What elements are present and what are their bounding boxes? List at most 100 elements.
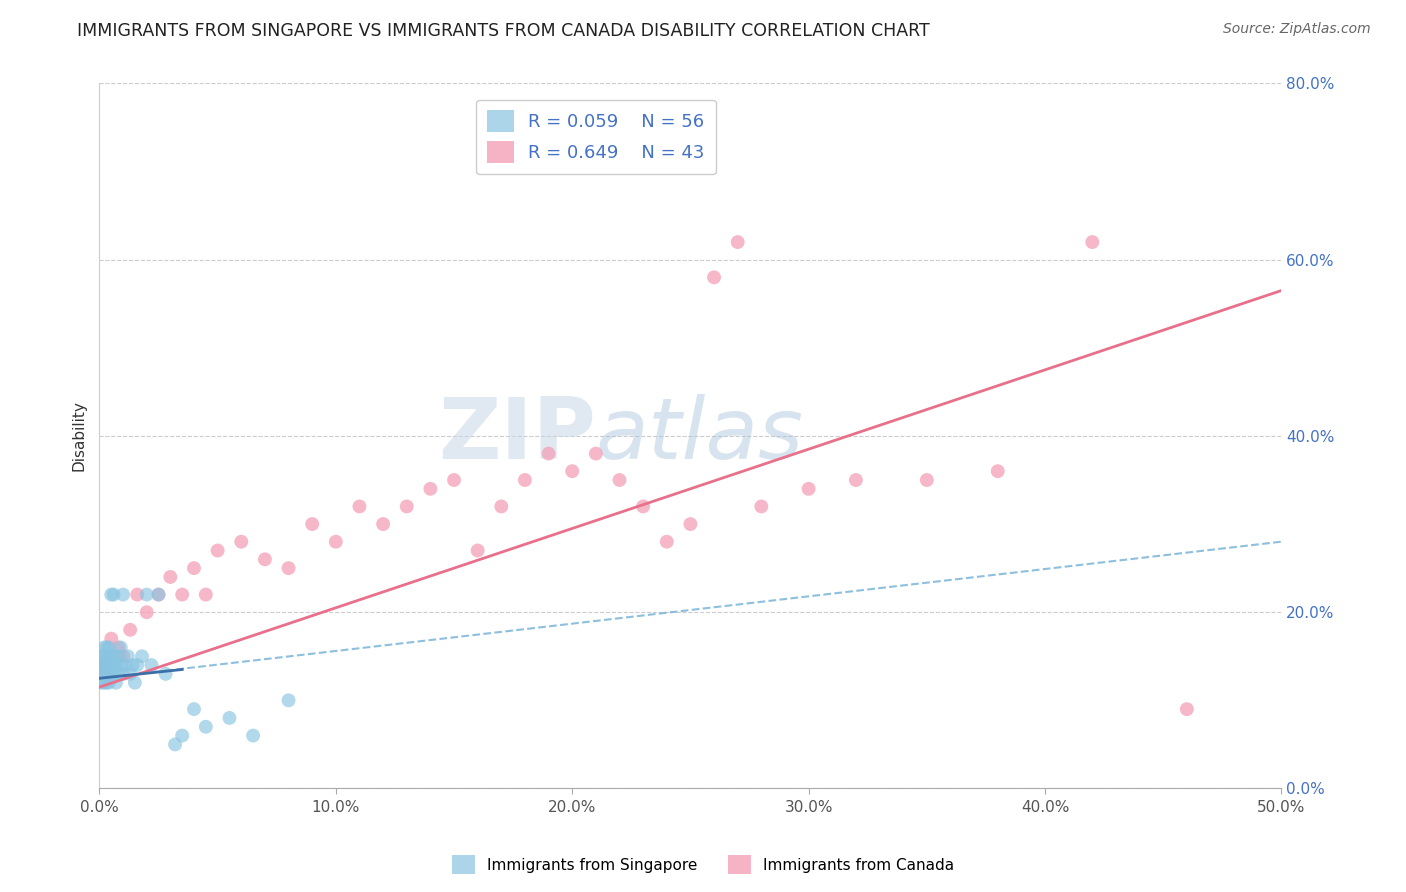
Point (987, 464, 1010, 478)
Point (631, 500, 654, 514)
Point (93, 649, 115, 664)
Point (253, 552, 276, 566)
Text: IMMIGRANTS FROM SINGAPORE VS IMMIGRANTS FROM CANADA DISABILITY CORRELATION CHART: IMMIGRANTS FROM SINGAPORE VS IMMIGRANTS … (77, 22, 931, 40)
Point (127, 588, 149, 602)
Point (727, 235, 749, 249)
Point (159, 570, 181, 584)
Point (103, 666, 125, 681)
Point (107, 666, 129, 681)
Point (467, 543, 489, 558)
Point (124, 675, 146, 690)
Point (443, 473, 465, 487)
Point (491, 500, 513, 514)
Point (183, 702, 205, 716)
Point (90, 675, 112, 690)
Point (655, 534, 678, 549)
Y-axis label: Disability: Disability (72, 401, 86, 471)
Point (561, 464, 583, 478)
Point (127, 658, 149, 673)
Point (90, 666, 112, 681)
Point (121, 658, 143, 673)
Point (797, 482, 820, 496)
Point (93, 666, 115, 681)
Point (90, 649, 112, 664)
Point (97, 649, 120, 664)
Point (97, 658, 120, 673)
Point (110, 640, 132, 655)
Point (100, 632, 122, 646)
Point (1081, 235, 1104, 249)
Point (419, 482, 441, 496)
Point (114, 658, 136, 673)
Text: atlas: atlas (596, 394, 804, 477)
Point (104, 658, 127, 673)
Point (148, 588, 170, 602)
Point (183, 561, 205, 575)
Point (104, 675, 127, 690)
Point (845, 473, 868, 487)
Point (395, 500, 418, 514)
Text: ZIP: ZIP (439, 394, 596, 477)
Point (96, 640, 118, 655)
Point (96, 675, 118, 690)
Point (141, 658, 163, 673)
Point (1175, 702, 1198, 716)
Point (90, 658, 112, 673)
Point (277, 693, 299, 707)
Point (207, 543, 229, 558)
Point (103, 658, 125, 673)
Point (100, 649, 122, 664)
Point (915, 473, 938, 487)
Point (371, 517, 394, 532)
Point (96, 658, 118, 673)
Point (120, 666, 142, 681)
Point (97, 640, 120, 655)
Point (107, 640, 129, 655)
Point (93, 640, 115, 655)
Point (112, 666, 135, 681)
Point (90, 658, 112, 673)
Point (172, 729, 194, 743)
Point (218, 711, 240, 725)
Point (93, 658, 115, 673)
Point (172, 588, 194, 602)
Point (117, 649, 139, 664)
Point (165, 738, 187, 752)
Point (104, 649, 127, 664)
Point (120, 623, 142, 637)
Point (100, 588, 122, 602)
Point (103, 588, 125, 602)
Point (194, 588, 217, 602)
Point (93, 666, 115, 681)
Point (135, 588, 157, 602)
Point (96, 649, 118, 664)
Point (703, 270, 725, 285)
Point (93, 675, 115, 690)
Point (325, 534, 347, 549)
Legend: Immigrants from Singapore, Immigrants from Canada: Immigrants from Singapore, Immigrants fr… (446, 849, 960, 880)
Point (112, 588, 135, 602)
Point (749, 500, 772, 514)
Point (537, 446, 560, 460)
Point (135, 605, 157, 619)
Legend: R = 0.059    N = 56, R = 0.649    N = 43: R = 0.059 N = 56, R = 0.649 N = 43 (477, 100, 716, 174)
Point (112, 649, 135, 664)
Point (349, 500, 371, 514)
Point (100, 658, 122, 673)
Point (148, 588, 170, 602)
Point (242, 729, 264, 743)
Point (155, 666, 177, 681)
Point (131, 649, 153, 664)
Point (90, 658, 112, 673)
Point (96, 666, 118, 681)
Point (110, 658, 132, 673)
Point (277, 561, 299, 575)
Point (231, 534, 253, 549)
Point (97, 666, 120, 681)
Text: Source: ZipAtlas.com: Source: ZipAtlas.com (1223, 22, 1371, 37)
Point (585, 446, 607, 460)
Point (194, 720, 217, 734)
Point (97, 675, 120, 690)
Point (609, 473, 631, 487)
Point (107, 649, 129, 664)
